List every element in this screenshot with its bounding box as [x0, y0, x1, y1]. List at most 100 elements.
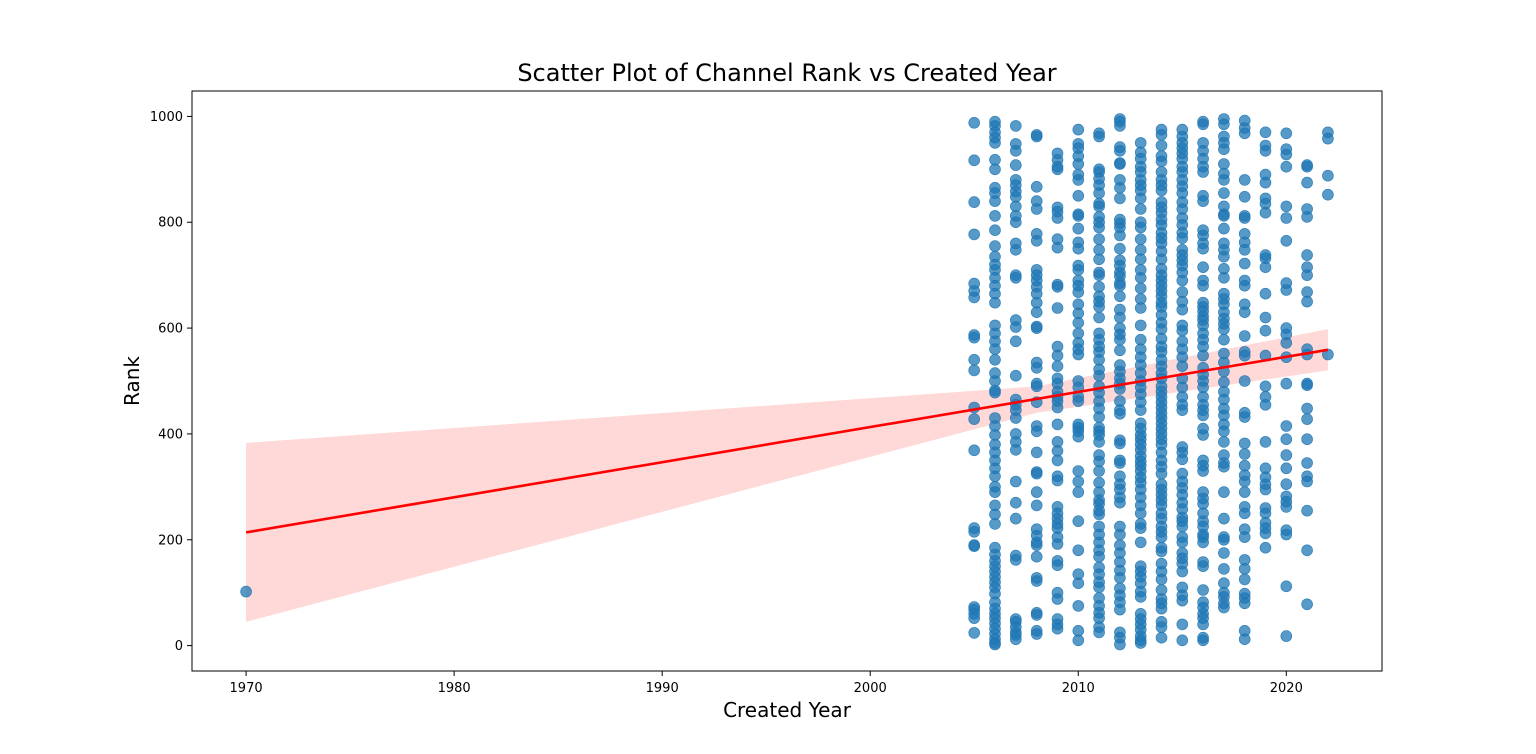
data-point — [968, 291, 981, 304]
data-point — [1155, 545, 1168, 558]
data-point — [1030, 322, 1043, 334]
data-point — [1197, 242, 1209, 255]
data-point — [1218, 486, 1230, 498]
x-tick-label: 1970 — [230, 681, 263, 696]
data-point — [1176, 360, 1189, 373]
data-point — [1114, 603, 1126, 616]
data-point — [1155, 155, 1168, 168]
data-point — [989, 343, 1001, 356]
data-point — [1009, 335, 1022, 348]
data-point — [1259, 126, 1272, 139]
data-point — [1114, 638, 1126, 651]
data-point — [1134, 203, 1147, 215]
data-point — [968, 331, 981, 344]
data-point — [1322, 132, 1334, 145]
data-point — [1114, 158, 1126, 170]
data-point — [1072, 123, 1085, 136]
data-point — [1322, 348, 1334, 361]
data-point — [1030, 306, 1043, 319]
data-point — [1093, 269, 1105, 282]
data-point — [1322, 188, 1334, 201]
data-point — [1072, 475, 1085, 488]
x-tick-label: 2000 — [854, 681, 887, 696]
data-point — [1176, 404, 1189, 416]
x-axis-label: Created Year — [723, 698, 852, 722]
points-layer — [240, 113, 1334, 651]
data-point — [1134, 637, 1147, 649]
data-point — [1301, 249, 1313, 261]
data-point — [989, 486, 1001, 498]
data-point — [1009, 159, 1022, 171]
x-tick-label: 2010 — [1062, 681, 1095, 696]
data-point — [1009, 244, 1022, 256]
data-point — [1238, 330, 1251, 342]
data-point — [1072, 515, 1085, 528]
data-point — [1197, 118, 1209, 131]
data-point — [1280, 420, 1293, 432]
data-point — [968, 612, 981, 624]
data-point — [1030, 380, 1043, 393]
data-point — [1197, 166, 1209, 178]
data-point — [1176, 232, 1189, 244]
data-point — [1218, 143, 1230, 155]
data-point — [1155, 621, 1168, 633]
data-point — [1176, 324, 1189, 337]
data-point — [989, 240, 1001, 252]
data-point — [1259, 398, 1272, 411]
data-point — [1134, 221, 1147, 234]
data-point — [1030, 361, 1043, 374]
data-point — [1072, 264, 1085, 276]
y-tick-label: 200 — [158, 533, 183, 548]
data-point — [1259, 380, 1272, 393]
data-point — [1114, 182, 1126, 194]
data-point — [1259, 541, 1272, 554]
data-point — [989, 296, 1001, 309]
data-point — [1322, 169, 1334, 182]
data-point — [1155, 139, 1168, 152]
data-point — [1051, 418, 1064, 431]
data-point — [1259, 527, 1272, 540]
data-point — [1009, 120, 1022, 132]
data-point — [1030, 550, 1043, 563]
data-point — [1030, 539, 1043, 551]
data-point — [1301, 598, 1313, 611]
data-point — [1155, 602, 1168, 615]
data-point — [1030, 499, 1043, 512]
data-point — [1009, 475, 1022, 488]
data-point — [1197, 349, 1209, 362]
data-point — [1197, 634, 1209, 647]
data-point — [1072, 190, 1085, 202]
data-point — [1030, 628, 1043, 640]
data-point — [1134, 302, 1147, 314]
data-point — [1093, 301, 1105, 313]
data-point — [1176, 594, 1189, 607]
data-point — [1238, 437, 1251, 450]
data-point — [1051, 302, 1064, 314]
data-point — [1134, 404, 1147, 416]
data-point — [1051, 622, 1064, 635]
data-point — [1280, 580, 1293, 593]
data-point — [1134, 233, 1147, 245]
data-point — [1114, 242, 1126, 255]
data-point — [1197, 195, 1209, 207]
data-point — [1072, 174, 1085, 186]
data-point — [1051, 241, 1064, 254]
data-point — [1009, 321, 1022, 333]
data-point — [1051, 454, 1064, 467]
data-point — [1051, 212, 1064, 224]
data-point — [1280, 462, 1293, 475]
data-point — [1093, 411, 1105, 423]
data-point — [1155, 531, 1168, 543]
data-point — [1030, 486, 1043, 498]
data-point — [1030, 575, 1043, 587]
data-point — [1030, 467, 1043, 480]
data-point — [1030, 609, 1043, 621]
data-point — [1176, 274, 1189, 287]
data-point — [1009, 633, 1022, 646]
data-point — [1259, 206, 1272, 219]
data-point — [1134, 507, 1147, 520]
data-point — [1280, 160, 1293, 173]
data-point — [968, 117, 981, 129]
